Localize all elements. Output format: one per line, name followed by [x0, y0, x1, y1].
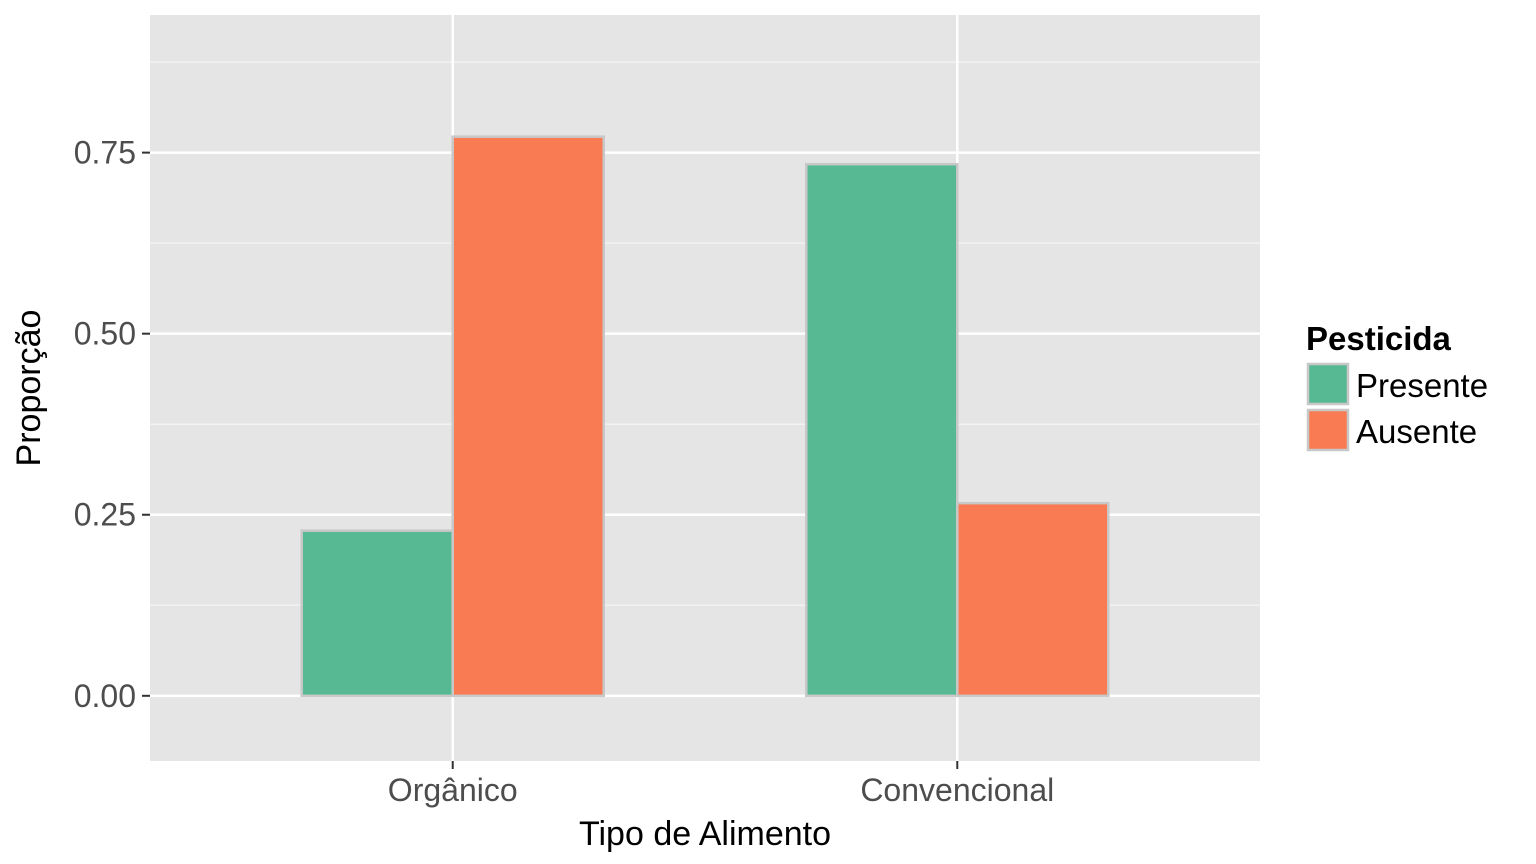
legend-key-ausente — [1306, 408, 1350, 452]
x-axis-title: Tipo de Alimento — [579, 815, 831, 853]
legend-label-ausente: Ausente — [1356, 413, 1477, 450]
y-tick-label: 0.00 — [74, 678, 136, 714]
legend-label-presente: Presente — [1356, 367, 1488, 404]
legend-title: Pesticida — [1306, 320, 1452, 357]
bar-presente-0 — [300, 529, 454, 698]
y-axis-ticks: 0.00 0.25 0.50 0.75 — [74, 135, 150, 714]
x-tick-label: Orgânico — [388, 772, 518, 808]
x-tick-label: Convencional — [860, 772, 1054, 808]
y-tick-label: 0.50 — [74, 316, 136, 352]
y-tick-label: 0.75 — [74, 135, 136, 171]
y-tick-label: 0.25 — [74, 497, 136, 533]
bar-ausente-1 — [956, 501, 1110, 698]
legend-key-presente — [1306, 362, 1350, 406]
legend: Pesticida Presente Ausente — [1306, 320, 1488, 452]
x-axis-ticks: Orgânico Convencional — [388, 761, 1054, 808]
bar-presente-1 — [805, 162, 959, 698]
bars — [300, 135, 1110, 698]
y-axis-title: Proporção — [10, 310, 48, 467]
bar-ausente-0 — [451, 135, 605, 698]
